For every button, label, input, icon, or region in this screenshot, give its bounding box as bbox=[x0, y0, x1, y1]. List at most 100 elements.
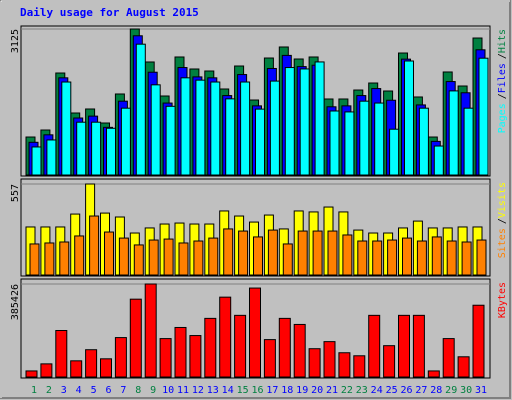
x-tick-label: 26 bbox=[400, 385, 412, 396]
bar bbox=[431, 236, 442, 276]
bar bbox=[44, 242, 55, 276]
x-tick-label: 15 bbox=[237, 385, 249, 396]
legend-separator: / bbox=[497, 53, 508, 59]
bar bbox=[55, 330, 68, 378]
bar bbox=[472, 304, 485, 378]
x-tick-label: 4 bbox=[76, 385, 82, 396]
bar bbox=[368, 314, 381, 378]
bar bbox=[223, 228, 234, 276]
legend-separator: / bbox=[497, 218, 508, 224]
legend: Sites /Visits bbox=[497, 182, 508, 258]
bar bbox=[359, 100, 370, 176]
bar bbox=[253, 236, 263, 276]
bar bbox=[219, 296, 232, 378]
bar bbox=[476, 239, 487, 276]
bar bbox=[255, 108, 265, 176]
x-tick-label: 22 bbox=[341, 385, 353, 396]
bar bbox=[40, 363, 53, 378]
x-tick-label: 5 bbox=[91, 385, 97, 396]
bar bbox=[178, 242, 189, 276]
bar bbox=[402, 237, 412, 276]
x-tick-label: 9 bbox=[150, 385, 156, 396]
bar bbox=[225, 98, 236, 176]
bar bbox=[383, 345, 396, 378]
bar bbox=[353, 355, 366, 378]
x-tick-label: 13 bbox=[207, 385, 219, 396]
bar bbox=[267, 229, 278, 276]
x-tick-label: 14 bbox=[222, 385, 234, 396]
x-tick-label: 31 bbox=[475, 385, 487, 396]
bar bbox=[416, 240, 427, 276]
legend-entry: Hits bbox=[497, 29, 508, 53]
bar bbox=[372, 240, 383, 276]
bar bbox=[144, 283, 157, 378]
bar bbox=[163, 238, 174, 276]
bar bbox=[338, 352, 351, 378]
bar bbox=[204, 317, 217, 378]
bar bbox=[150, 84, 161, 176]
bar bbox=[189, 335, 202, 378]
x-tick-label: 8 bbox=[135, 385, 141, 396]
bar bbox=[61, 81, 72, 176]
x-tick-label: 19 bbox=[296, 385, 308, 396]
legend-entry: KBytes bbox=[497, 282, 508, 318]
legend-entry: Pages bbox=[497, 103, 508, 133]
bar bbox=[165, 105, 176, 176]
bar bbox=[442, 338, 455, 378]
x-tick-label: 21 bbox=[326, 385, 338, 396]
x-tick-label: 17 bbox=[266, 385, 278, 396]
bar bbox=[74, 235, 85, 276]
bar bbox=[418, 107, 429, 176]
bar bbox=[195, 79, 206, 176]
x-tick-label: 28 bbox=[430, 385, 442, 396]
bar bbox=[478, 57, 489, 176]
bar bbox=[31, 146, 42, 176]
bar bbox=[461, 241, 472, 276]
x-tick-label: 23 bbox=[356, 385, 368, 396]
legend: Pages/Files/Hits bbox=[497, 29, 508, 133]
bar bbox=[323, 341, 336, 378]
legend-entry: Visits bbox=[497, 182, 508, 218]
x-tick-label: 30 bbox=[460, 385, 472, 396]
x-tick-label: 2 bbox=[46, 385, 52, 396]
bar bbox=[59, 241, 70, 276]
bar bbox=[129, 298, 142, 378]
bar bbox=[234, 314, 247, 378]
legend-separator: / bbox=[497, 93, 508, 99]
bar bbox=[329, 110, 340, 176]
bar bbox=[374, 102, 385, 176]
bar bbox=[114, 337, 127, 378]
legend: KBytes bbox=[497, 282, 508, 318]
bar bbox=[25, 370, 38, 378]
bar bbox=[293, 323, 306, 378]
bar bbox=[29, 243, 40, 276]
bar bbox=[314, 61, 325, 176]
bar bbox=[398, 314, 410, 378]
bar bbox=[104, 231, 114, 276]
bar bbox=[299, 68, 310, 176]
x-tick-label: 3 bbox=[61, 385, 67, 396]
x-tick-label: 18 bbox=[281, 385, 293, 396]
bar bbox=[120, 107, 131, 176]
bar bbox=[389, 128, 400, 176]
y-tick-label: 385426 bbox=[10, 284, 21, 320]
bar bbox=[193, 240, 204, 276]
bar bbox=[433, 145, 444, 176]
bar bbox=[308, 348, 321, 378]
bar bbox=[297, 230, 308, 276]
bar bbox=[249, 287, 261, 378]
bar bbox=[404, 60, 414, 176]
bar bbox=[100, 358, 112, 378]
x-tick-label: 7 bbox=[120, 385, 126, 396]
bar bbox=[91, 121, 102, 176]
legend-entry: Files bbox=[497, 63, 508, 93]
x-tick-label: 10 bbox=[162, 385, 174, 396]
bar bbox=[327, 230, 338, 276]
bar bbox=[269, 80, 280, 176]
legend-entry: Sites bbox=[497, 228, 508, 258]
bar bbox=[344, 111, 355, 176]
x-tick-label: 25 bbox=[386, 385, 398, 396]
bar bbox=[457, 356, 470, 378]
bar bbox=[208, 237, 219, 276]
bar bbox=[342, 234, 353, 276]
